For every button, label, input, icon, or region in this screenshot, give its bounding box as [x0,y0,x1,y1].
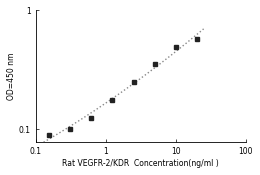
Y-axis label: OD=450 nm: OD=450 nm [7,53,16,100]
X-axis label: Rat VEGFR-2/KDR  Concentration(ng/ml ): Rat VEGFR-2/KDR Concentration(ng/ml ) [62,159,219,168]
